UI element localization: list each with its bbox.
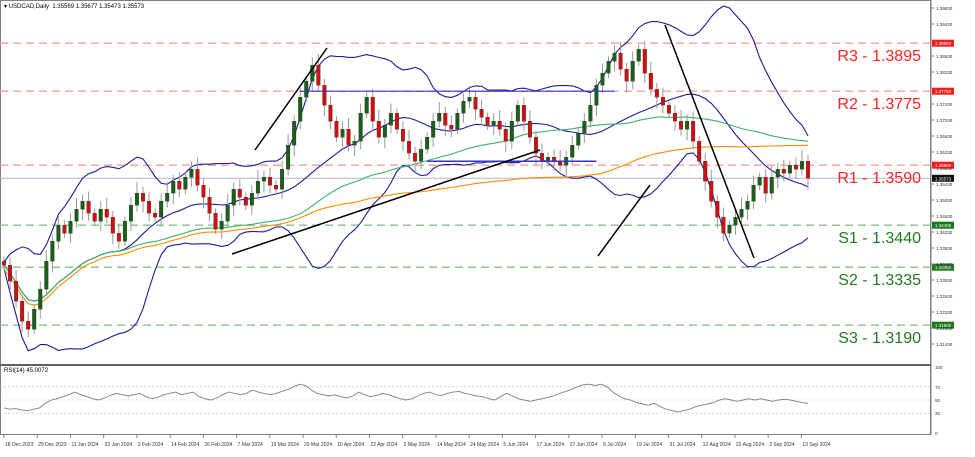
trend-line-2[interactable] <box>597 184 651 257</box>
svg-text:1.36630: 1.36630 <box>936 134 953 139</box>
svg-text:1.33830: 1.33830 <box>936 246 953 251</box>
x-tick-label: 11 Jan 2024 <box>71 442 98 448</box>
trend-line-0[interactable] <box>231 149 541 255</box>
rsi-indicator: 100 70 50 30 0 <box>0 365 943 436</box>
svg-text:1.39830: 1.39830 <box>936 6 953 11</box>
bollinger-upper <box>3 5 809 263</box>
x-tick-label: 2 May 2024 <box>404 442 430 448</box>
chart-header: ▾ USDCAD,Daily 1.35569 1.35677 1.35473 1… <box>4 3 144 10</box>
x-tick-label: 14 May 2024 <box>437 442 466 448</box>
x-tick-label: 27 Jun 2024 <box>570 442 598 448</box>
svg-text:1.31830: 1.31830 <box>936 326 953 331</box>
x-tick-label: 2 Feb 2024 <box>138 442 164 448</box>
time-axis: 18 Dec 2023 29 Dec 2023 11 Jan 2024 23 Jan … <box>3 435 831 448</box>
x-tick-label: 19 Mar 2024 <box>271 442 299 448</box>
svg-text:1.31430: 1.31430 <box>936 342 953 347</box>
svg-text:1.38230: 1.38230 <box>936 70 953 75</box>
svg-text:1.35900: 1.35900 <box>935 163 952 168</box>
x-tick-label: 5 Jun 2024 <box>503 442 528 448</box>
svg-text:1.32230: 1.32230 <box>936 310 953 315</box>
svg-text:1.32630: 1.32630 <box>936 294 953 299</box>
svg-text:0: 0 <box>935 431 938 436</box>
x-tick-label: 14 Feb 2024 <box>171 442 199 448</box>
level-labels: R3 - 1.3895 R2 - 1.3775 R1 - 1.3590 S1 - 1.… <box>837 48 921 347</box>
svg-text:70: 70 <box>935 385 941 390</box>
level-label-r1: R1 - 1.3590 <box>837 170 921 187</box>
svg-text:1.36230: 1.36230 <box>936 150 953 155</box>
svg-text:100: 100 <box>935 365 943 370</box>
x-tick-label: 10 Apr 2024 <box>337 442 364 448</box>
svg-text:1.35430: 1.35430 <box>936 182 953 187</box>
svg-text:1.38950: 1.38950 <box>935 41 952 46</box>
svg-text:1.38630: 1.38630 <box>936 54 953 59</box>
ohlc-values: 1.35569 1.35677 1.35473 1.35573 <box>52 4 145 10</box>
x-tick-label: 3 Sep 2024 <box>769 442 795 448</box>
svg-text:1.34630: 1.34630 <box>936 214 953 219</box>
bollinger-middle <box>3 93 809 302</box>
x-tick-label: 18 Dec 2023 <box>5 442 34 448</box>
svg-text:1.33030: 1.33030 <box>936 278 953 283</box>
svg-text:1.35030: 1.35030 <box>936 198 953 203</box>
level-label-s1: S1 - 1.3440 <box>838 230 921 247</box>
trend-lines <box>231 24 755 259</box>
x-tick-label: 24 May 2024 <box>470 442 499 448</box>
svg-text:1.34400: 1.34400 <box>935 223 952 228</box>
x-tick-label: 29 Dec 2023 <box>38 442 67 448</box>
x-tick-label: 31 Jul 2024 <box>669 442 695 448</box>
current-price-tag: 1.35573 <box>935 176 952 181</box>
svg-text:1.33430: 1.33430 <box>936 262 953 267</box>
x-tick-label: 22 Aug 2024 <box>736 442 764 448</box>
svg-text:1.37430: 1.37430 <box>936 102 953 107</box>
svg-text:1.33350: 1.33350 <box>935 265 952 270</box>
collapse-triangle-icon[interactable]: ▾ <box>4 4 9 10</box>
symbol-label: USDCAD,Daily <box>8 4 50 10</box>
x-tick-label: 9 Jul 2024 <box>603 442 626 448</box>
x-tick-label: 22 Apr 2024 <box>370 442 397 448</box>
svg-text:1.39430: 1.39430 <box>936 22 953 27</box>
level-label-r3: R3 - 1.3895 <box>837 48 921 65</box>
level-label-s3: S3 - 1.3190 <box>838 330 921 347</box>
svg-text:1.35830: 1.35830 <box>936 166 953 171</box>
svg-text:30: 30 <box>935 411 941 416</box>
trend-line-3[interactable] <box>664 24 755 259</box>
x-tick-label: 29 Mar 2024 <box>304 442 332 448</box>
rsi-line <box>3 383 809 413</box>
svg-text:1.37750: 1.37750 <box>935 89 952 94</box>
rsi-header: RSI(14) 45.0072 <box>4 368 49 374</box>
x-tick-label: 12 Aug 2024 <box>703 442 731 448</box>
svg-text:1.31900: 1.31900 <box>935 323 952 328</box>
x-tick-label: 13 Sep 2024 <box>802 442 831 448</box>
svg-text:1.34230: 1.34230 <box>936 230 953 235</box>
svg-text:50: 50 <box>935 398 941 403</box>
ma-orange <box>3 144 809 306</box>
level-label-r2: R2 - 1.3775 <box>837 96 921 113</box>
svg-text:1.37030: 1.37030 <box>936 118 953 123</box>
x-tick-label: 19 Jul 2024 <box>636 442 662 448</box>
price-axis: 1.38950 1.37750 1.35900 1.34400 1.33350 1.319… <box>930 0 954 435</box>
level-label-s2: S2 - 1.3335 <box>838 272 921 289</box>
x-tick-label: 17 Jun 2024 <box>537 442 565 448</box>
x-tick-label: 7 Mar 2024 <box>238 442 264 448</box>
x-tick-label: 26 Feb 2024 <box>204 442 232 448</box>
x-tick-label: 23 Jan 2024 <box>105 442 133 448</box>
trend-line-1[interactable] <box>254 47 328 151</box>
